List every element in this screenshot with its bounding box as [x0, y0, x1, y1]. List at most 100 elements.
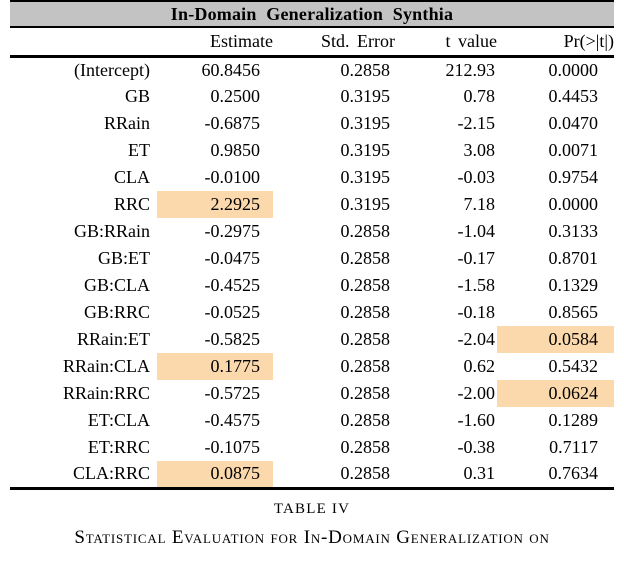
estimate-cell: -0.0525	[204, 302, 261, 322]
table-body: (Intercept) 60.8456 0.2858 212.93 0.0000 GB 0.…	[10, 56, 614, 488]
row-label: RRain:CLA	[62, 356, 150, 376]
t-value-cell: 3.08	[463, 140, 496, 160]
std-error-cell: 0.3195	[340, 194, 391, 214]
column-header-pr: Pr(>|t|)	[497, 27, 614, 58]
table-header-row: Estimate Std. Error t value Pr(>|t|)	[10, 27, 614, 58]
pr-cell: 0.0071	[548, 140, 599, 160]
t-value-cell: -0.18	[457, 302, 496, 322]
pr-cell: 0.0584	[497, 326, 614, 353]
pr-cell: 0.0000	[548, 194, 599, 214]
std-error-cell: 0.2858	[340, 221, 391, 241]
table-row: RRain:RRC -0.5725 0.2858 -2.00 0.0624	[10, 380, 614, 407]
std-error-cell: 0.2858	[340, 383, 391, 403]
table-row: RRain -0.6875 0.3195 -2.15 0.0470	[10, 110, 614, 137]
t-value-cell: 0.62	[463, 356, 496, 376]
row-label: ET:RRC	[87, 437, 150, 457]
row-label: GB:RRain	[73, 221, 150, 241]
t-value-cell: -1.60	[457, 410, 496, 430]
row-label: CLA:RRC	[72, 463, 150, 484]
row-label: RRain:ET	[77, 329, 150, 349]
estimate-cell: -0.5725	[204, 383, 261, 403]
table-row: GB 0.2500 0.3195 0.78 0.4453	[10, 83, 614, 110]
estimate-cell: -0.0475	[204, 248, 261, 268]
table-title: In-Domain Generalization Synthia	[10, 1, 614, 28]
t-value-cell: -2.04	[457, 329, 496, 349]
pr-cell: 0.0000	[548, 59, 599, 80]
estimate-cell: -0.5825	[204, 329, 261, 349]
pr-cell: 0.1289	[548, 410, 599, 430]
std-error-cell: 0.3195	[340, 86, 391, 106]
pr-cell: 0.7634	[548, 463, 599, 484]
estimate-cell: -0.4525	[204, 275, 261, 295]
table-caption-label: TABLE IV	[273, 500, 351, 517]
table-row: RRC 2.2925 0.3195 7.18 0.0000	[10, 191, 614, 218]
row-label: GB:CLA	[83, 275, 150, 295]
estimate-cell: -0.4575	[204, 410, 261, 430]
std-error-cell: 0.3195	[340, 113, 391, 133]
std-error-cell: 0.2858	[340, 356, 391, 376]
estimate-cell: 0.1775	[157, 353, 273, 380]
estimate-cell: 60.8456	[201, 59, 261, 80]
table-row: GB:RRC -0.0525 0.2858 -0.18 0.8565	[10, 299, 614, 326]
estimate-cell: -0.1075	[204, 437, 261, 457]
std-error-cell: 0.2858	[340, 437, 391, 457]
std-error-cell: 0.2858	[340, 463, 391, 484]
t-value-cell: 212.93	[445, 59, 496, 80]
column-header-empty	[10, 27, 157, 58]
estimate-cell: -0.6875	[204, 113, 261, 133]
t-value-cell: 0.78	[463, 86, 496, 106]
std-error-cell: 0.2858	[340, 410, 391, 430]
t-value-cell: 7.18	[463, 194, 496, 214]
row-label: (Intercept)	[74, 59, 150, 80]
row-label: ET	[128, 140, 150, 160]
table-row: ET:RRC -0.1075 0.2858 -0.38 0.7117	[10, 434, 614, 461]
statistical-results-table: In-Domain Generalization Synthia Estimat…	[10, 0, 614, 490]
estimate-cell: 0.2500	[210, 86, 261, 106]
std-error-cell: 0.2858	[340, 329, 391, 349]
table-row: GB:RRain -0.2975 0.2858 -1.04 0.3133	[10, 218, 614, 245]
table-row: CLA:RRC 0.0875 0.2858 0.31 0.7634	[10, 461, 614, 488]
row-label: RRain:RRC	[62, 383, 150, 403]
column-header-estimate: Estimate	[157, 27, 273, 58]
table-caption: TABLE IV Statistical Evaluation for In-D…	[0, 500, 624, 549]
row-label: CLA	[114, 167, 150, 187]
std-error-cell: 0.2858	[340, 302, 391, 322]
t-value-cell: -0.03	[457, 167, 496, 187]
table-row: CLA -0.0100 0.3195 -0.03 0.9754	[10, 164, 614, 191]
table-row: (Intercept) 60.8456 0.2858 212.93 0.0000	[10, 56, 614, 83]
pr-cell: 0.0624	[497, 380, 614, 407]
table-row: ET:CLA -0.4575 0.2858 -1.60 0.1289	[10, 407, 614, 434]
std-error-cell: 0.2858	[340, 275, 391, 295]
t-value-cell: -2.00	[457, 383, 496, 403]
estimate-cell: -0.0100	[204, 167, 261, 187]
column-header-std-error: Std. Error	[273, 27, 395, 58]
estimate-cell: 0.0875	[157, 461, 273, 488]
pr-cell: 0.5432	[548, 356, 599, 376]
t-value-cell: -0.38	[457, 437, 496, 457]
pr-cell: 0.1329	[548, 275, 599, 295]
t-value-cell: -1.04	[457, 221, 496, 241]
estimate-cell: 2.2925	[157, 191, 273, 218]
table-title-row: In-Domain Generalization Synthia	[10, 1, 614, 28]
table-row: RRain:CLA 0.1775 0.2858 0.62 0.5432	[10, 353, 614, 380]
pr-cell: 0.9754	[548, 167, 599, 187]
row-label: GB:RRC	[83, 302, 150, 322]
t-value-cell: -0.17	[457, 248, 496, 268]
pr-cell: 0.4453	[548, 86, 599, 106]
t-value-cell: -2.15	[457, 113, 496, 133]
table-caption-text: Statistical Evaluation for In-Domain Gen…	[74, 526, 550, 548]
pr-cell: 0.8701	[548, 248, 599, 268]
estimate-cell: -0.2975	[204, 221, 261, 241]
row-label: GB:ET	[98, 248, 150, 268]
std-error-cell: 0.3195	[340, 140, 391, 160]
pr-cell: 0.7117	[549, 437, 598, 457]
table-row: GB:ET -0.0475 0.2858 -0.17 0.8701	[10, 245, 614, 272]
std-error-cell: 0.2858	[340, 59, 391, 80]
table-row: GB:CLA -0.4525 0.2858 -1.58 0.1329	[10, 272, 614, 299]
pr-cell: 0.8565	[548, 302, 599, 322]
row-label: GB	[124, 86, 150, 106]
table-row: RRain:ET -0.5825 0.2858 -2.04 0.0584	[10, 326, 614, 353]
estimate-cell: 0.9850	[210, 140, 261, 160]
table-row: ET 0.9850 0.3195 3.08 0.0071	[10, 137, 614, 164]
